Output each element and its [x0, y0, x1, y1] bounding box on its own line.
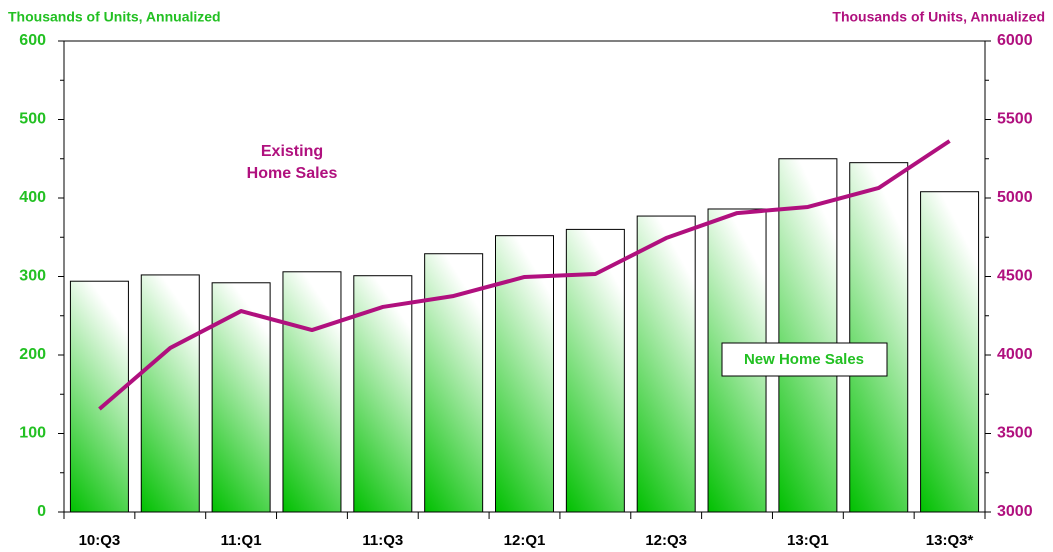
y-tick-label: 300 [19, 268, 46, 285]
line-label: Existing [261, 143, 323, 160]
bar [778, 158, 838, 513]
x-tick-label: 11:Q3 [362, 532, 403, 549]
y2-tick-label: 3000 [997, 503, 1033, 520]
line-label: Home Sales [247, 165, 338, 182]
bar [140, 274, 200, 513]
y2-tick-label: 4000 [997, 346, 1033, 363]
y2-tick-label: 3500 [997, 425, 1033, 442]
y-tick-label: 500 [19, 111, 46, 128]
bar [636, 215, 696, 513]
y-tick-label: 200 [19, 346, 46, 363]
y2-axis-label: Thousands of Units, Annualized [832, 9, 1045, 25]
x-tick-label: 10:Q3 [79, 532, 121, 549]
bar [920, 191, 980, 513]
bar [849, 162, 909, 513]
y-axis-label: Thousands of Units, Annualized [8, 9, 221, 25]
x-tick-label: 13:Q3* [926, 532, 974, 549]
y-tick-label: 0 [37, 503, 46, 520]
x-tick-label: 13:Q1 [787, 532, 829, 549]
line [98, 139, 951, 411]
y-tick-label: 600 [19, 32, 46, 49]
bar [353, 275, 413, 513]
y2-tick-label: 5500 [997, 111, 1033, 128]
x-tick-label: 12:Q1 [504, 532, 546, 549]
y2-tick-label: 5000 [997, 189, 1033, 206]
y2-tick-label: 4500 [997, 268, 1033, 285]
bar-label: New Home Sales [744, 351, 864, 368]
y-tick-label: 400 [19, 189, 46, 206]
y-tick-label: 100 [19, 425, 46, 442]
x-tick-label: 12:Q3 [645, 532, 687, 549]
bar-label-box [721, 342, 888, 377]
bar [282, 271, 342, 513]
bar [69, 280, 129, 513]
x-tick-label: 11:Q1 [221, 532, 262, 549]
y2-tick-label: 6000 [997, 32, 1033, 49]
